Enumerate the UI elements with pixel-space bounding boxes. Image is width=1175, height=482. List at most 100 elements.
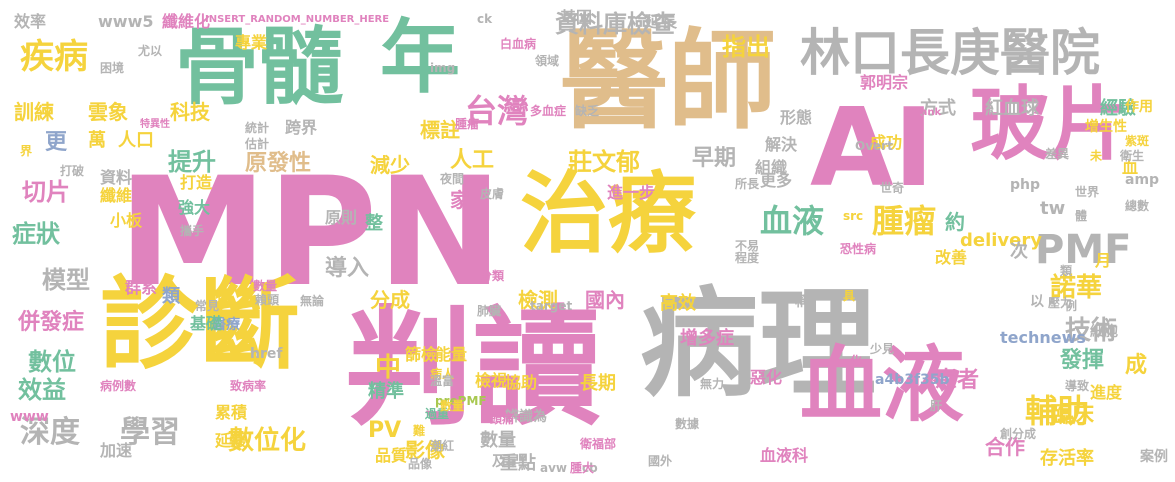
word-185: 總數	[1125, 199, 1150, 213]
word-133: 案例	[1140, 449, 1168, 465]
word-172: 病例數	[100, 379, 137, 393]
word-115: 月	[1095, 251, 1112, 270]
word-14: 深度	[20, 415, 80, 450]
word-3: 醫師	[560, 19, 777, 144]
word-120: 尤以	[138, 44, 163, 58]
word-182: 數量	[253, 279, 278, 293]
word-156: 賴頭	[255, 293, 280, 307]
word-145: cb	[582, 461, 598, 475]
word-142: 腫瘤	[455, 117, 480, 131]
word-81: 協助	[505, 373, 538, 392]
word-68: 專業	[235, 33, 268, 52]
word-42: 人口	[118, 130, 154, 151]
word-48: 分成	[370, 288, 410, 312]
word-175: 紫斑	[1125, 134, 1150, 148]
word-44: 導入	[325, 256, 370, 281]
word-63: 基因	[560, 8, 593, 27]
word-111: 片	[210, 296, 227, 315]
word-166: 統計	[245, 121, 270, 135]
word-96: 累積	[215, 403, 248, 422]
word-83: 辨識為	[505, 409, 547, 425]
word-69: 跨界	[285, 118, 318, 137]
word-170: 差異	[1045, 147, 1070, 161]
word-52: 臨床	[1050, 403, 1095, 428]
word-53: 合作	[985, 435, 1025, 459]
word-70: 組織	[755, 158, 788, 177]
word-161: 分類	[480, 269, 505, 283]
word-130: target	[530, 299, 573, 313]
word-71: 成功	[870, 133, 903, 152]
word-6: 玻片	[970, 78, 1130, 171]
word-106: 纖維	[100, 186, 133, 205]
word-61: 更	[45, 130, 68, 155]
word-162: 肺臟	[477, 304, 502, 318]
word-176: 打破	[60, 164, 85, 178]
word-82: 檢視	[475, 371, 508, 390]
word-95: 群系	[125, 278, 158, 297]
word-4: 診斷	[100, 266, 300, 383]
word-10: 血液	[800, 338, 965, 433]
word-20: 數位化	[228, 426, 307, 456]
word-186: 肝	[930, 399, 943, 413]
word-15: 學習	[120, 415, 180, 450]
word-11: 林口長庚醫院	[800, 24, 1100, 82]
word-92: 惡化	[750, 368, 783, 387]
word-100: 篩檢	[405, 345, 438, 364]
word-35: 方式	[920, 98, 956, 119]
word-13: 疾病	[20, 37, 88, 77]
word-25: 人工	[450, 148, 495, 173]
word-32: 併發症	[18, 310, 85, 335]
word-146: avw	[540, 461, 568, 475]
word-56: 影像	[405, 438, 445, 462]
word-34: 指出	[722, 33, 770, 61]
word-38: 訓練	[14, 100, 54, 124]
word-45: 檢測	[518, 288, 558, 312]
word-54: 精準	[368, 381, 404, 402]
word-101: 能量	[435, 345, 468, 364]
word-26: 提升	[168, 148, 216, 176]
word-76: 血	[1122, 158, 1139, 177]
word-163: 難	[413, 424, 426, 438]
word-64: 延長	[645, 12, 678, 31]
word-128: 增生性	[1085, 119, 1127, 135]
word-66: 纖維化	[162, 12, 211, 31]
word-73: 郭明宗	[860, 73, 909, 92]
word-171: 致病率	[230, 379, 267, 393]
word-164: 數量	[440, 399, 465, 413]
word-99: 品像	[408, 457, 433, 471]
word-74: 解決	[765, 135, 798, 154]
word-103: 打造	[180, 173, 213, 192]
word-23: 早期	[692, 146, 737, 171]
word-112: 醫療	[212, 317, 240, 333]
word-29: 效益	[18, 376, 66, 404]
word-110: 類	[162, 286, 180, 307]
word-27: 標註	[420, 118, 460, 142]
word-78: delivery	[960, 230, 1042, 251]
word-50: 患者	[935, 368, 980, 393]
word-89: technews	[1000, 328, 1086, 347]
word-24: 原發性	[245, 151, 312, 176]
word-98: 品質	[375, 446, 408, 465]
word-184: 創分成	[1000, 427, 1037, 441]
word-160: 腫大	[570, 461, 595, 475]
word-129: Overt	[855, 139, 893, 153]
word-151: 頭痛	[490, 412, 515, 426]
word-12: PMF	[1035, 227, 1132, 273]
word-28: 數位	[28, 348, 76, 376]
word-188: 類	[1060, 264, 1073, 278]
word-67: 效率	[14, 12, 47, 31]
word-8: 骨髓	[175, 18, 344, 116]
word-147: prePMF	[435, 394, 487, 408]
word-179: 例	[1065, 299, 1078, 313]
word-158: 數據	[675, 417, 700, 431]
word-167: 夜間	[440, 172, 465, 186]
word-174: 未	[1090, 149, 1103, 163]
word-102: 進一步	[607, 183, 656, 202]
word-46: 技術	[1065, 316, 1118, 346]
word-93: 進度	[1090, 383, 1123, 402]
word-77: 改善	[935, 248, 968, 267]
word-88: 血液科	[760, 446, 809, 465]
word-183: 無論	[300, 294, 325, 308]
word-72: 形態	[780, 108, 813, 127]
word-150: 恐性病	[840, 242, 877, 256]
